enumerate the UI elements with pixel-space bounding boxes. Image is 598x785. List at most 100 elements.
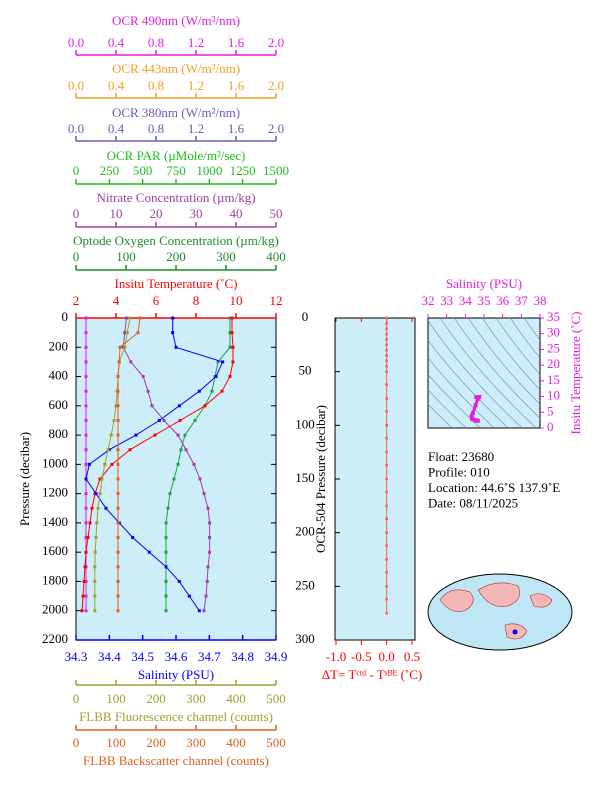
y-tick-label: 150 xyxy=(295,470,315,485)
profile-point xyxy=(116,492,120,496)
profile-point xyxy=(473,403,478,408)
profile-point xyxy=(84,433,88,437)
profile-point xyxy=(141,375,145,379)
profile-point xyxy=(100,477,104,481)
profile-point xyxy=(205,579,209,583)
profile-point xyxy=(93,550,97,554)
x-tick-label: 300 xyxy=(216,249,236,264)
profile-point xyxy=(475,396,480,401)
x-axis-label: Optode Oxygen Concentration (µm/kg) xyxy=(73,233,279,248)
profile-point xyxy=(106,448,110,452)
y-tick-label: 0 xyxy=(547,419,554,434)
profile-point xyxy=(123,345,127,349)
profile-point xyxy=(385,424,388,427)
x-tick-label: 34.7 xyxy=(198,649,221,664)
y-axis-label: Pressure (decibar) xyxy=(17,432,32,526)
profile-point xyxy=(385,359,388,363)
profile-point xyxy=(216,360,220,364)
x-tick-label: 400 xyxy=(266,249,286,264)
x-tick-label: 500 xyxy=(266,691,286,706)
y-tick-label: 1400 xyxy=(42,514,68,529)
profile-point xyxy=(385,450,388,454)
x-tick-label: 34 xyxy=(459,293,473,308)
y-tick-label: 20 xyxy=(547,356,560,371)
profile-point xyxy=(166,506,170,510)
contour xyxy=(428,339,509,428)
x-tick-label: 1.2 xyxy=(188,35,204,50)
x-tick-label: 200 xyxy=(146,735,166,750)
profile-point xyxy=(469,414,474,419)
x-axis-label: FLBB Backscatter channel (counts) xyxy=(83,753,269,768)
profile-point xyxy=(84,609,88,613)
x-tick-label: 34.8 xyxy=(231,649,254,664)
profile-point xyxy=(116,418,120,422)
contour xyxy=(439,318,537,428)
profile-point xyxy=(206,506,210,510)
profile-point xyxy=(87,462,91,466)
profile-point xyxy=(177,579,181,583)
profile-point xyxy=(157,418,161,422)
profile-point xyxy=(230,316,234,320)
profile-point xyxy=(103,462,107,466)
x-tick-label: 34.9 xyxy=(265,649,288,664)
y-tick-label: 1600 xyxy=(42,543,68,558)
x-tick-label: 0.0 xyxy=(379,649,395,664)
profile-point xyxy=(385,397,388,400)
x-tick-label: 0.8 xyxy=(148,78,164,93)
profile-point xyxy=(80,609,84,613)
profile-point xyxy=(95,521,99,525)
y-tick-label: 5 xyxy=(547,403,554,418)
x-tick-label: 2 xyxy=(73,293,80,308)
profile-point xyxy=(83,565,87,569)
profile-point xyxy=(385,338,388,341)
x-tick-label: 20 xyxy=(150,206,163,221)
profile-point xyxy=(116,389,120,393)
profile-point xyxy=(104,506,108,510)
profile-point xyxy=(112,418,116,422)
x-tick-label: 6 xyxy=(153,293,160,308)
x-tick-label: 38 xyxy=(534,293,547,308)
x-axis-label: Insitu Temperature (˚C) xyxy=(114,276,237,291)
x-tick-label: 500 xyxy=(266,735,286,750)
x-tick-label: 0.8 xyxy=(148,35,164,50)
profile-point xyxy=(84,345,88,349)
contour xyxy=(481,318,540,391)
profile-point xyxy=(116,550,120,554)
profile-point xyxy=(385,348,388,352)
ts-plot-area xyxy=(427,317,541,429)
y-tick-label: 400 xyxy=(49,368,69,383)
profile-point xyxy=(187,594,191,598)
y-tick-label: 100 xyxy=(295,416,315,431)
profile-point xyxy=(183,433,187,437)
profile-point xyxy=(228,331,232,335)
profile-point xyxy=(93,565,97,569)
y-tick-label: 0 xyxy=(62,309,69,324)
profile-point xyxy=(98,492,102,496)
x-tick-label: 32 xyxy=(422,293,435,308)
y-tick-label: 35 xyxy=(547,309,560,324)
profile-point xyxy=(192,462,196,466)
profile-point xyxy=(197,389,201,393)
profile-point xyxy=(385,370,388,373)
profile-point xyxy=(134,433,138,437)
profile-point xyxy=(231,360,235,364)
y-tick-label: 30 xyxy=(547,325,560,340)
x-tick-label: 0 xyxy=(73,249,80,264)
profile-point xyxy=(84,389,88,393)
profile-point xyxy=(168,492,172,496)
profile-point xyxy=(84,462,88,466)
profile-point xyxy=(116,594,120,598)
float-info: Profile: 010 xyxy=(428,464,490,479)
y-axis-label: Insitu Temperature (˚C) xyxy=(568,311,583,434)
profile-point xyxy=(176,433,180,437)
x-tick-label: 0.4 xyxy=(108,121,125,136)
profile-point xyxy=(131,536,135,540)
x-tick-label: 30 xyxy=(190,206,203,221)
x-tick-label: 0 xyxy=(73,163,80,178)
float-info: Float: 23680 xyxy=(428,449,494,464)
y-tick-label: 200 xyxy=(49,338,69,353)
profile-point xyxy=(385,611,388,615)
profile-point xyxy=(125,331,129,335)
y-tick-label: 0 xyxy=(302,309,309,324)
y-tick-label: 25 xyxy=(547,340,560,355)
